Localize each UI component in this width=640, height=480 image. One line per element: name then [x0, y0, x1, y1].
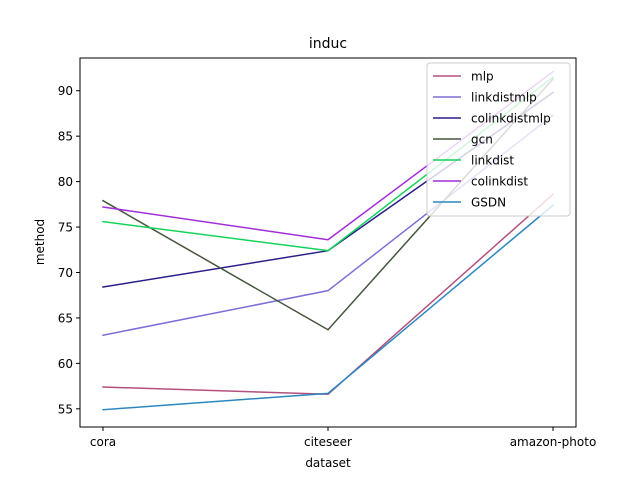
series-line-mlp: [102, 193, 555, 396]
legend: mlp linkdistmlp colinkdistmlp gcn linkdist co…: [426, 62, 571, 217]
x-axis-label: dataset: [305, 456, 351, 470]
y-tick-label: 85: [58, 130, 73, 144]
y-tick-label: 75: [58, 221, 73, 235]
y-tick-label: 70: [58, 266, 73, 280]
y-axis: 55 60 65 70 75 80 85 90: [58, 84, 80, 416]
legend-label-colinkdist: colinkdist: [471, 175, 528, 189]
chart-title: induc: [309, 36, 347, 52]
y-tick-label: 55: [58, 402, 73, 416]
legend-label-linkdistmlp: linkdistmlp: [471, 91, 537, 105]
legend-box: [426, 62, 571, 217]
legend-label-GSDN: GSDN: [471, 196, 506, 210]
y-tick-label: 90: [58, 84, 73, 98]
y-tick-label: 60: [58, 357, 73, 371]
y-tick-label: 80: [58, 175, 73, 189]
x-tick-label: amazon-photo: [510, 435, 597, 449]
legend-label-gcn: gcn: [471, 133, 493, 147]
x-axis: cora citeseer amazon-photo: [90, 427, 596, 449]
x-tick-label: cora: [90, 435, 116, 449]
series-line-GSDN: [102, 204, 555, 411]
y-axis-label: method: [33, 219, 47, 265]
legend-label-colinkdistmlp: colinkdistmlp: [471, 112, 551, 126]
legend-label-mlp: mlp: [471, 70, 494, 84]
y-tick-label: 65: [58, 311, 73, 325]
x-tick-label: citeseer: [304, 435, 352, 449]
legend-label-linkdist: linkdist: [471, 154, 514, 168]
